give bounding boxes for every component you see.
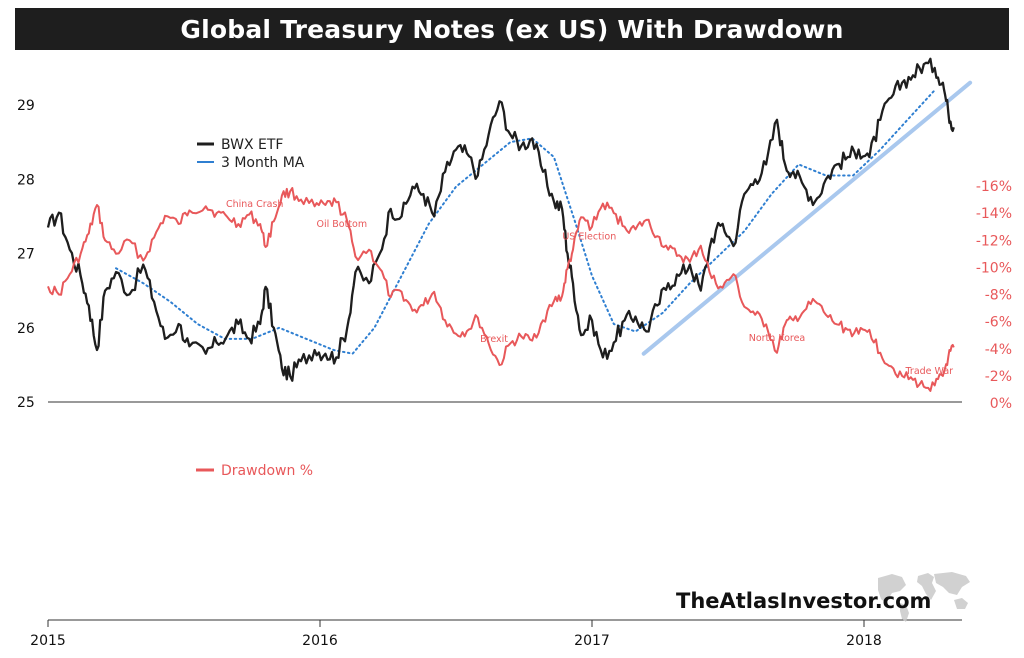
right-tick-label: -6% (985, 315, 1012, 331)
right-tick-label: 0% (990, 396, 1012, 412)
drawdown-line (47, 187, 955, 392)
legend-label-drawdown: Drawdown % (221, 463, 313, 479)
event-annotations: China Crash Oil Bottom Brexit US Election No… (226, 199, 953, 377)
left-tick-label: 27 (17, 247, 35, 263)
annotation-label: Trade War (905, 366, 954, 377)
x-tick-label: 2018 (846, 633, 882, 649)
annotation-label: US Election (562, 231, 616, 242)
annotation-label: Brexit (480, 334, 508, 345)
right-tick-label: -10% (976, 260, 1012, 276)
x-tick-label: 2015 (30, 633, 66, 649)
left-axis-ticks: 25 26 27 28 29 (17, 98, 35, 411)
chart-title-bar: Global Treasury Notes (ex US) With Drawd… (15, 8, 1009, 50)
annotation-label: Oil Bottom (316, 219, 367, 230)
right-axis-ticks: 0% -2% -4% -6% -8% -10% -12% -14% -16% (976, 179, 1012, 412)
drawdown-line-group (47, 187, 955, 392)
left-tick-label: 29 (17, 98, 35, 114)
annotation-label: North Korea (749, 333, 806, 344)
legend: BWX ETF 3 Month MA Drawdown % (196, 137, 313, 479)
right-tick-label: -12% (976, 233, 1012, 249)
legend-label-ma: 3 Month MA (221, 155, 305, 171)
right-tick-label: -2% (985, 369, 1012, 385)
chart-title: Global Treasury Notes (ex US) With Drawd… (180, 14, 844, 44)
annotation-label: China Crash (226, 199, 284, 210)
trend-line-group (641, 80, 973, 356)
price-line-group (46, 57, 955, 382)
x-tick-label: 2016 (302, 633, 338, 649)
right-tick-label: -8% (985, 288, 1012, 304)
world-map-icon (878, 572, 970, 622)
right-tick-label: -14% (976, 206, 1012, 222)
left-tick-label: 26 (17, 321, 35, 337)
moving-average-group (115, 89, 936, 355)
bwx-price-line (46, 57, 955, 382)
legend-label-bwx: BWX ETF (221, 137, 283, 153)
moving-average-line (115, 89, 936, 355)
x-axis-ticks: 2015 2016 2017 2018 (30, 620, 882, 649)
right-tick-label: -16% (976, 179, 1012, 195)
right-tick-label: -4% (985, 342, 1012, 358)
x-tick-label: 2017 (574, 633, 610, 649)
trend-line (641, 80, 973, 356)
watermark-text: TheAtlasInvestor.com (676, 589, 931, 613)
left-tick-label: 25 (17, 395, 35, 411)
left-tick-label: 28 (17, 172, 35, 188)
